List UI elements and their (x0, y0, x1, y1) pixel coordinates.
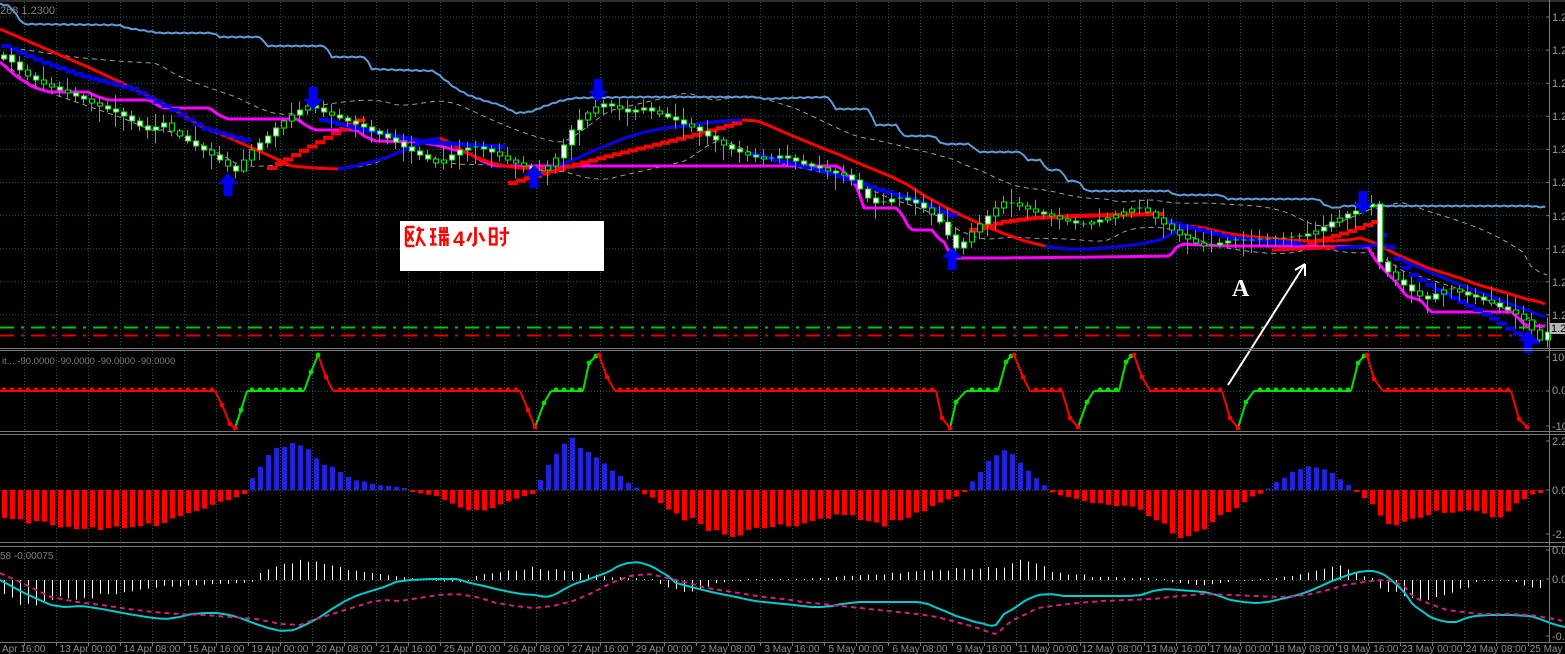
svg-text:1.2: 1.2 (1551, 323, 1565, 335)
svg-text:4: 4 (453, 228, 465, 251)
svg-text:100: 100 (1552, 352, 1565, 364)
svg-text:17 May 00:00: 17 May 00:00 (1210, 644, 1271, 654)
svg-text:24 May 08:00: 24 May 08:00 (1466, 644, 1527, 654)
svg-text:2 May 08:00: 2 May 08:00 (700, 644, 755, 654)
svg-text:-2.: -2. (1552, 529, 1565, 541)
svg-text:15 Apr 16:00: 15 Apr 16:00 (188, 644, 245, 654)
svg-text:1.2: 1.2 (1552, 211, 1565, 223)
svg-text:25 Apr 00:00: 25 Apr 00:00 (444, 644, 501, 654)
svg-text:268 1.2300: 268 1.2300 (0, 5, 55, 17)
svg-text:18 May 08:00: 18 May 08:00 (1274, 644, 1335, 654)
svg-text:21 Apr 16:00: 21 Apr 16:00 (380, 644, 437, 654)
svg-text:25 May 16:00: 25 May 16:00 (1530, 644, 1565, 654)
svg-text:26 Apr 08:00: 26 Apr 08:00 (508, 644, 565, 654)
svg-text:-0.: -0. (1552, 631, 1565, 643)
svg-text:23 May 00:00: 23 May 00:00 (1402, 644, 1463, 654)
svg-text:0.0: 0.0 (1552, 574, 1565, 586)
svg-text:1.2: 1.2 (1552, 277, 1565, 289)
svg-text:20 Apr 08:00: 20 Apr 08:00 (316, 644, 373, 654)
svg-text:6 May 08:00: 6 May 08:00 (892, 644, 947, 654)
svg-text:0.0: 0.0 (1552, 545, 1565, 557)
svg-text:3 May 16:00: 3 May 16:00 (764, 644, 819, 654)
svg-text:5 May 00:00: 5 May 00:00 (828, 644, 883, 654)
svg-text:13 Apr 00:00: 13 Apr 00:00 (60, 644, 117, 654)
svg-text:19 Apr 00:00: 19 Apr 00:00 (252, 644, 309, 654)
svg-text:-10: -10 (1552, 421, 1565, 433)
svg-text:9 May 16:00: 9 May 16:00 (956, 644, 1011, 654)
svg-text:1.2: 1.2 (1552, 244, 1565, 256)
svg-text:27 Apr 16:00: 27 Apr 16:00 (572, 644, 629, 654)
svg-text:1.2: 1.2 (1552, 177, 1565, 189)
svg-text:11 May 00:00: 11 May 00:00 (1018, 644, 1078, 654)
svg-text:2.2: 2.2 (1552, 436, 1565, 448)
svg-text:1.2: 1.2 (1552, 78, 1565, 90)
svg-text:29 Apr 00:00: 29 Apr 00:00 (636, 644, 693, 654)
svg-text:1.2: 1.2 (1552, 45, 1565, 57)
svg-text:1.2: 1.2 (1552, 144, 1565, 156)
svg-text:19 May 16:00: 19 May 16:00 (1338, 644, 1399, 654)
svg-text:12 May 08:00: 12 May 08:00 (1082, 644, 1143, 654)
svg-text:0.0: 0.0 (1552, 385, 1565, 397)
svg-text:1.2: 1.2 (1552, 111, 1565, 123)
svg-text:58 -0.00075: 58 -0.00075 (0, 551, 54, 562)
svg-text:it... -90.0000 -90.0000 -90.0: it... -90.0000 -90.0000 -90.0000 -90.000… (2, 356, 175, 367)
svg-text:A: A (1232, 276, 1250, 302)
svg-text:13 May 16:00: 13 May 16:00 (1146, 644, 1207, 654)
svg-text:Apr 16:00: Apr 16:00 (2, 644, 46, 654)
svg-text:0.0: 0.0 (1552, 485, 1565, 497)
svg-text:1.2: 1.2 (1552, 12, 1565, 24)
svg-text:1.2: 1.2 (1552, 310, 1565, 322)
svg-text:14 Apr 08:00: 14 Apr 08:00 (124, 644, 181, 654)
